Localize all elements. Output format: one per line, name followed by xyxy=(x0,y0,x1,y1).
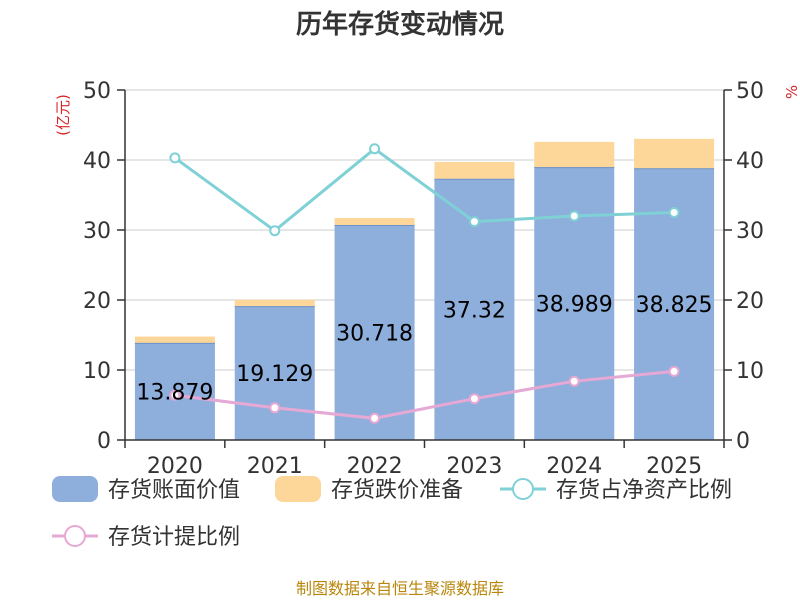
y-left-tick-label: 0 xyxy=(97,429,111,454)
legend-swatch xyxy=(275,476,321,502)
bar xyxy=(334,224,415,440)
legend-item: 存货计提比例 xyxy=(52,525,240,550)
line-point xyxy=(468,216,480,228)
line-point xyxy=(269,225,281,237)
bars xyxy=(134,138,715,440)
bar-data-label: 13.879 xyxy=(136,380,213,405)
legend-swatch-marker xyxy=(64,525,86,547)
bar xyxy=(334,217,415,225)
legend-label: 存货占净资产比例 xyxy=(556,478,732,503)
y-right-unit: % xyxy=(783,85,800,99)
bar-data-label: 30.718 xyxy=(336,321,413,346)
bar-data-label: 38.825 xyxy=(636,293,713,318)
x-tick-label: 2022 xyxy=(347,454,403,479)
y-left-unit: (亿元) xyxy=(54,94,72,136)
line-point xyxy=(369,412,381,424)
legend-label: 存货跌价准备 xyxy=(331,478,463,503)
line-point xyxy=(369,143,381,155)
line-point xyxy=(269,402,281,414)
y-right-tick-label: 50 xyxy=(736,79,764,104)
line-point xyxy=(169,152,181,164)
bar-data-label: 37.32 xyxy=(443,298,506,323)
legend-swatch-marker xyxy=(512,478,534,500)
y-left-tick-label: 10 xyxy=(83,359,111,384)
line-point xyxy=(668,365,680,377)
series-line xyxy=(174,146,675,233)
line-point xyxy=(468,393,480,405)
legend-swatch xyxy=(52,476,98,502)
bar xyxy=(434,161,515,179)
y-left-tick-label: 20 xyxy=(83,289,111,314)
x-tick-label: 2021 xyxy=(247,454,303,479)
y-right-tick-label: 20 xyxy=(736,289,764,314)
source-note: 制图数据来自恒生聚源数据库 xyxy=(296,579,504,598)
x-tick-label: 2023 xyxy=(446,454,502,479)
y-right-tick-label: 30 xyxy=(736,219,764,244)
legend-item: 存货跌价准备 xyxy=(275,476,463,503)
y-right-tick-label: 0 xyxy=(736,429,750,454)
chart-title: 历年存货变动情况 xyxy=(296,9,504,40)
legend-label: 存货计提比例 xyxy=(108,525,240,550)
gridlines xyxy=(125,89,724,371)
x-tick-label: 2025 xyxy=(646,454,702,479)
bar xyxy=(534,141,615,168)
bar xyxy=(634,138,715,169)
x-tick-label: 2024 xyxy=(546,454,602,479)
line-point xyxy=(568,210,580,222)
y-right-tick-label: 40 xyxy=(736,149,764,174)
line-point xyxy=(568,375,580,387)
line-point xyxy=(668,207,680,218)
series-line xyxy=(174,369,675,420)
y-right-tick-label: 10 xyxy=(736,359,764,384)
bar xyxy=(234,306,315,440)
lines xyxy=(169,143,680,424)
line-point xyxy=(169,389,181,401)
legend-label: 存货账面价值 xyxy=(108,478,240,503)
x-tick-label: 2020 xyxy=(147,454,203,479)
legend-item: 存货账面价值 xyxy=(52,476,240,503)
y-left-tick-label: 30 xyxy=(83,219,111,244)
y-left-tick-label: 50 xyxy=(83,79,111,104)
bar-data-label: 38.989 xyxy=(536,293,613,318)
data-labels: 13.879 19.129 30.718 37.32 38.989 38.825 xyxy=(136,293,712,406)
bar-data-label: 19.129 xyxy=(236,362,313,387)
legend-item: 存货占净资产比例 xyxy=(500,478,732,503)
bar xyxy=(234,299,315,307)
bar xyxy=(134,336,215,343)
y-left-tick-label: 40 xyxy=(83,149,111,174)
